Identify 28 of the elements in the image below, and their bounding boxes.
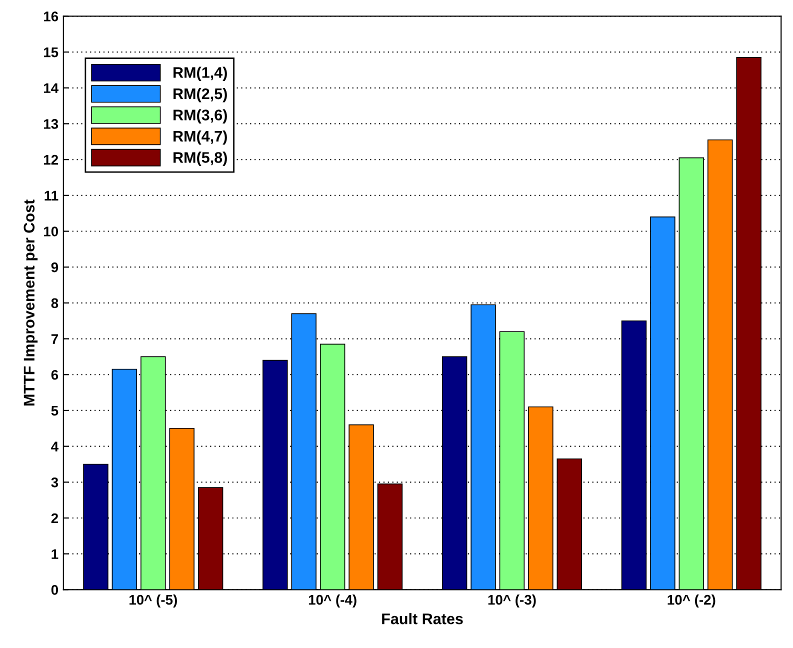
y-tick-label: 2	[51, 513, 58, 524]
x-tick-label: 10^ (-3)	[488, 594, 536, 608]
y-tick-label: 4	[51, 442, 59, 452]
legend-label: RM(2,5)	[174, 88, 227, 102]
legend-label: RM(4,7)	[174, 130, 227, 145]
legend-label: RM(5,8)	[174, 152, 227, 166]
y-axis-title: MTTF Improvement per Cost	[24, 200, 38, 406]
y-tick-label: 11	[44, 190, 58, 200]
y-tick-label: 7	[51, 334, 58, 344]
y-tick-label: 15	[44, 48, 58, 58]
y-tick-label: 8	[51, 298, 58, 308]
y-tick-label: 12	[44, 154, 58, 165]
y-tick-label: 10	[44, 226, 58, 236]
legend-label: RM(3,6)	[174, 109, 227, 124]
y-tick-label: 1	[52, 549, 58, 559]
y-tick-label: 6	[51, 370, 58, 380]
y-tick-label: 9	[51, 262, 58, 272]
x-tick-label: 10^ (-5)	[130, 594, 177, 608]
legend-label: RM(1,4)	[174, 66, 227, 81]
x-tick-label: 10^ (-2)	[668, 594, 716, 608]
x-tick-label: 10^ (-4)	[308, 594, 356, 608]
y-tick-label: 0	[51, 585, 58, 595]
x-axis-title: Fault Rates	[382, 613, 463, 624]
y-tick-label: 14	[44, 83, 59, 93]
y-tick-label: 5	[51, 406, 58, 416]
y-tick-label: 13	[44, 119, 58, 129]
y-tick-label: 3	[51, 477, 58, 488]
y-tick-label: 16	[44, 12, 58, 22]
